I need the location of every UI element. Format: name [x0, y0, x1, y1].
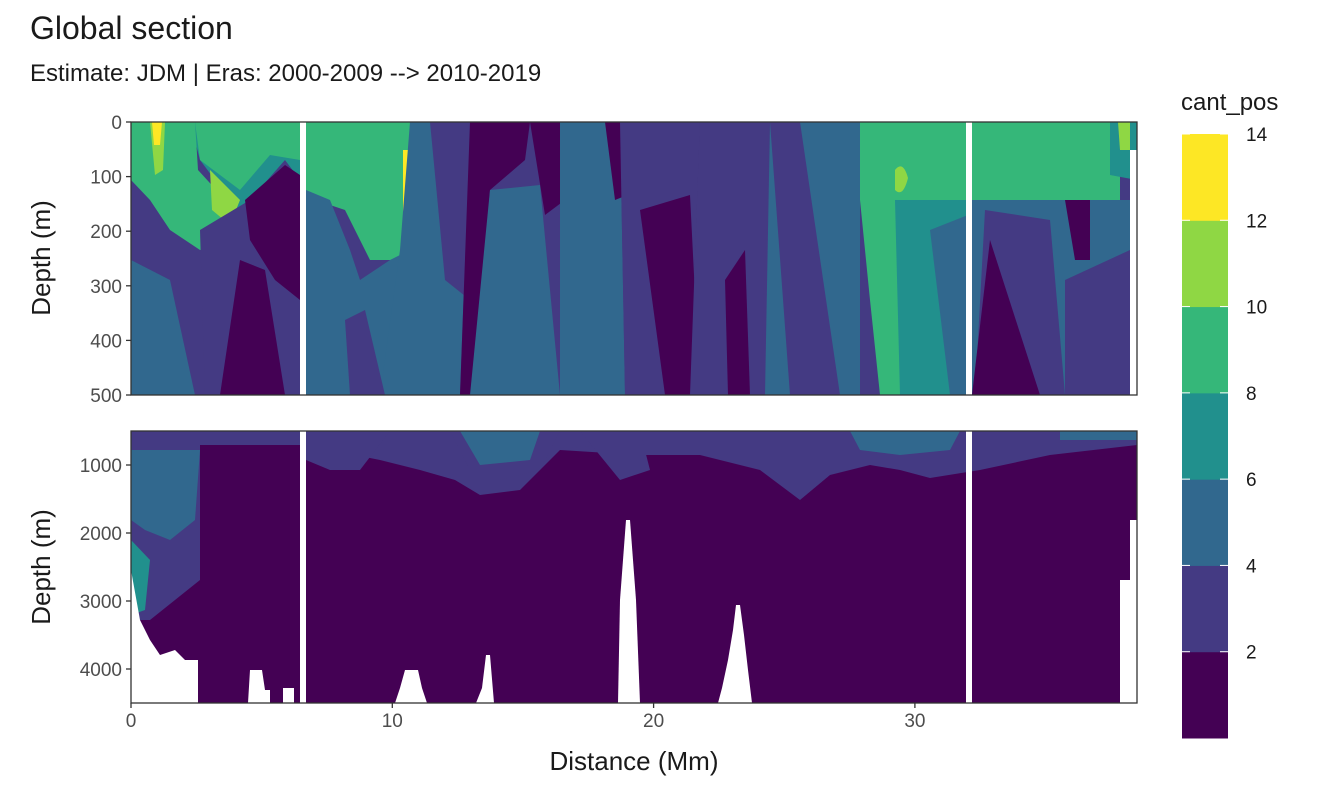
gap-upper-1 — [300, 122, 306, 395]
gap-lower-2 — [966, 431, 972, 703]
y-tick-label: 4000 — [80, 660, 122, 681]
legend-label: 2 — [1246, 643, 1257, 664]
legend-color-segment — [1182, 565, 1228, 653]
x-tick-label: 20 — [643, 711, 664, 732]
y-tick-label: 1000 — [80, 456, 122, 477]
legend-label: 8 — [1246, 384, 1257, 405]
legend-title: cant_pos — [1181, 89, 1278, 116]
x-tick-label: 0 — [126, 711, 137, 732]
panel-lower — [131, 431, 1137, 703]
legend-label: 4 — [1246, 556, 1257, 577]
y-tick-label: 300 — [90, 277, 122, 298]
panel-lower-frame — [130, 430, 1138, 704]
y-tick-label: 0 — [111, 113, 122, 134]
legend-color-segment — [1182, 479, 1228, 566]
x-axis-title: Distance (Mm) — [549, 746, 718, 776]
legend-color-segment — [1182, 392, 1228, 480]
legend-color-segment — [1182, 306, 1228, 394]
x-axis: 0 10 20 30 — [126, 703, 925, 732]
y-tick-label: 2000 — [80, 524, 122, 545]
legend-colorbar: 2 4 6 8 10 12 14 — [1182, 125, 1268, 739]
legend-color-segment — [1182, 220, 1228, 308]
y-tick-label: 200 — [90, 222, 122, 243]
y-tick-label: 400 — [90, 331, 122, 352]
legend-color-segment — [1182, 134, 1228, 221]
x-tick-label: 30 — [904, 711, 925, 732]
legend-label: 6 — [1246, 470, 1257, 491]
legend-label: 10 — [1246, 298, 1267, 319]
gap-upper-2 — [966, 122, 972, 395]
y-axis-title-upper: Depth (m) — [26, 200, 56, 316]
x-tick-label: 10 — [382, 711, 403, 732]
y-axis-upper: 0 100 200 300 400 500 — [90, 113, 131, 407]
gap-lower-1 — [300, 431, 306, 703]
panel-upper — [131, 122, 1137, 395]
y-axis-lower: 1000 2000 3000 4000 — [80, 456, 131, 681]
panel-upper-frame — [130, 121, 1138, 396]
legend-label: 12 — [1246, 211, 1267, 232]
legend-label: 14 — [1246, 125, 1268, 146]
chart-title: Global section — [30, 10, 233, 46]
chart-subtitle: Estimate: JDM | Eras: 2000-2009 --> 2010… — [30, 60, 542, 87]
y-tick-label: 100 — [90, 168, 122, 189]
legend-color-segment — [1182, 651, 1228, 739]
y-tick-label: 3000 — [80, 592, 122, 613]
y-axis-title-lower: Depth (m) — [26, 509, 56, 625]
y-tick-label: 500 — [90, 386, 122, 407]
